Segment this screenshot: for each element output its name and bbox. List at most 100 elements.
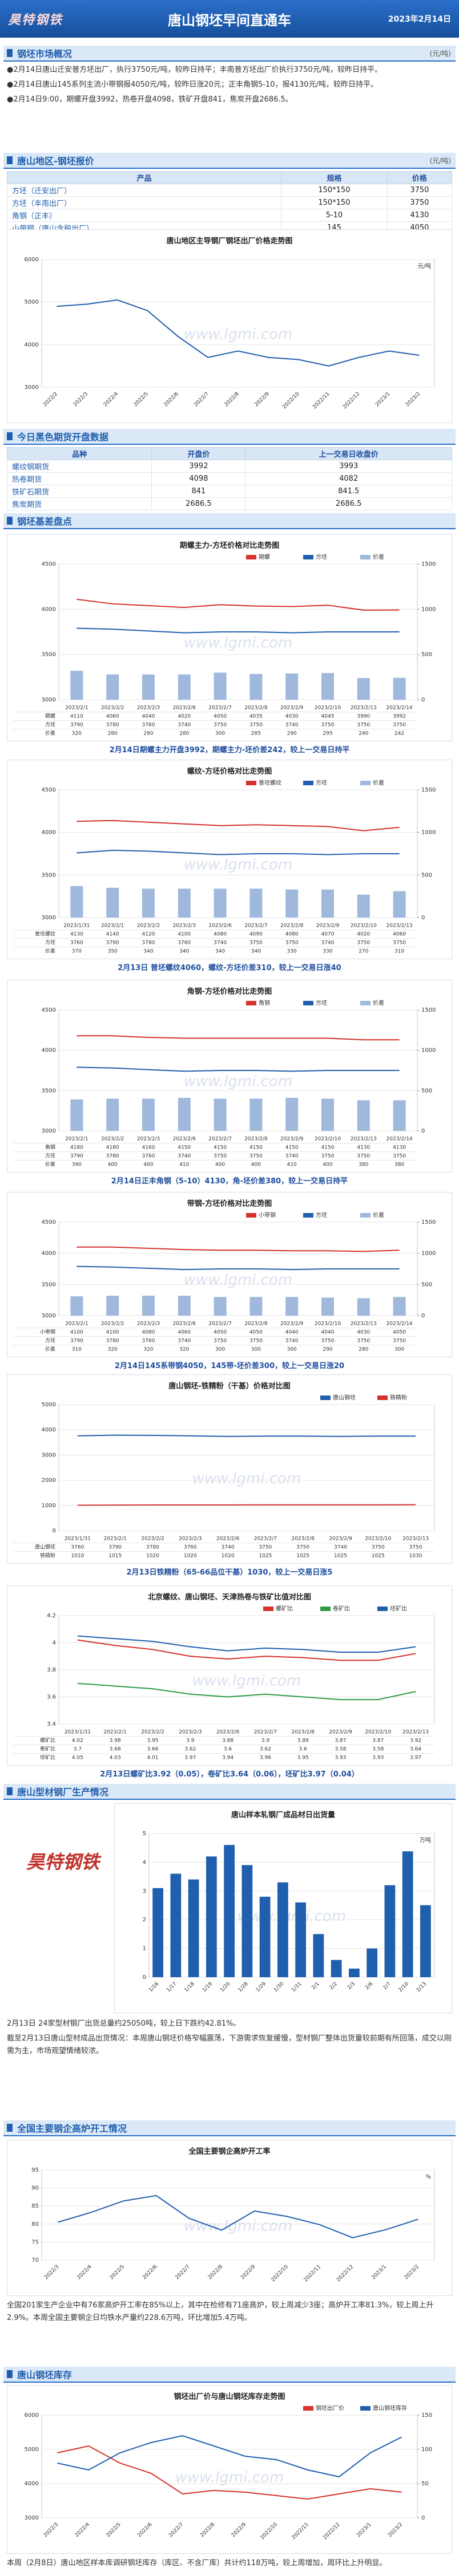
table-value: 4020 [357, 932, 370, 938]
legend-label: 方坯 [316, 1211, 327, 1219]
table-value: 4120 [142, 932, 155, 938]
bar [393, 678, 406, 700]
x-tick-label: 2022/12 [336, 2264, 355, 2283]
table-value: 310 [394, 949, 404, 955]
table-value: 300 [215, 1347, 225, 1353]
x-tick-label: 1/31 [291, 1981, 303, 1993]
table-date: 2023/2/2 [101, 1137, 124, 1142]
x-tick-label: 2022/8 [223, 391, 240, 408]
table-value: 3780 [106, 1154, 119, 1159]
y-tick-label: 4000 [25, 2481, 39, 2487]
table-cell: 150*150 [281, 184, 388, 197]
chart: www.lgmi.com角钢-方坯价格对比走势图3000350040004500… [7, 980, 452, 1173]
table-value: 1025 [372, 1553, 385, 1559]
table-date: 2023/2/7 [254, 1730, 277, 1735]
table-value: 3750 [249, 723, 263, 728]
table-value: 4050 [214, 714, 227, 720]
y2-tick-label: 150 [421, 2412, 432, 2419]
legend-swatch [246, 1001, 256, 1005]
x-tick-label: 1/19 [202, 1981, 214, 1994]
table-value: 3740 [178, 1338, 191, 1344]
y2-tick-label: 500 [421, 1281, 432, 1288]
table-value: 3750 [393, 723, 406, 728]
table-cell: 4098 [151, 472, 246, 485]
table-value: 1025 [334, 1553, 347, 1559]
x-tick-label: 2022/6 [163, 391, 180, 408]
x-tick-label: 2022/10 [270, 2264, 289, 2283]
bar [249, 674, 263, 700]
y-tick-label: 3000 [42, 1128, 56, 1134]
legend-swatch [360, 1213, 371, 1218]
table-date: 2023/2/6 [173, 1321, 196, 1327]
table-cell: 4082 [245, 472, 452, 485]
y-tick-label: 3000 [42, 1313, 56, 1319]
header-cell: 上一交易日收盘价 [245, 447, 452, 460]
table-value: 1025 [259, 1553, 272, 1559]
table-value: 285 [251, 731, 261, 737]
heading-text: 全国主要钢企高炉开工情况 [17, 2123, 127, 2134]
table-value: 4090 [249, 932, 263, 938]
table-row-label: 小带钢 [40, 1329, 55, 1336]
table-date: 2023/2/6 [173, 705, 196, 711]
x-tick-label: 1/16 [148, 1981, 160, 1994]
table-value: 4045 [321, 714, 335, 720]
table-value: 4030 [357, 1330, 370, 1336]
y-tick-label: 3500 [42, 1088, 56, 1094]
line [76, 627, 400, 634]
table-value: 4130 [70, 932, 83, 938]
table-value: 3760 [142, 1154, 155, 1159]
table-value: 4080 [142, 1330, 155, 1336]
legend-label: 方坯 [316, 999, 327, 1007]
section-heading: 唐山型材钢厂生产情况 [3, 1784, 456, 1800]
axis-unit: 元/吨 [418, 262, 431, 270]
text-line: ●2月14日9:00，期螺开盘3992，热卷开盘4098，铁矿开盘841，焦炭开… [7, 95, 293, 104]
bar [367, 1948, 377, 1977]
table-row: 角钢（正丰） 5-10 4130 [6, 209, 453, 222]
x-tick-label: 2022/7 [174, 2264, 191, 2281]
caption: 2月14日145系带钢4050，145带-坯价差300，较上一交易日涨20 [114, 1362, 345, 1370]
table-date: 2023/2/14 [386, 1137, 413, 1142]
table-value: 390 [72, 1162, 82, 1168]
bar [142, 674, 155, 700]
bar [214, 672, 227, 700]
bar [285, 889, 299, 918]
y2-tick-label: 100 [421, 2447, 432, 2453]
bar [321, 1297, 334, 1316]
table-value: 3.7 [74, 1747, 82, 1753]
table-value: 3760 [178, 940, 191, 946]
legend-swatch [377, 1607, 388, 1611]
table-value: 380 [394, 1162, 404, 1168]
table-value: 290 [323, 1347, 332, 1353]
table-value: 3.92 [410, 1738, 421, 1744]
y-tick-label: 3500 [42, 872, 56, 878]
table-value: 3750 [214, 1338, 227, 1344]
bar [321, 673, 334, 700]
table-row: 螺纹钢期货 3992 3993 [6, 460, 452, 473]
x-tick-label: 2022/5 [133, 391, 150, 408]
line [77, 1639, 416, 1661]
y-tick-label: 2 [143, 1917, 146, 1923]
bar [384, 1885, 396, 1977]
y2-tick-label: 500 [421, 872, 432, 878]
line [76, 1246, 400, 1252]
bar [70, 1296, 83, 1316]
legend-swatch [263, 1607, 273, 1611]
y-tick-label: 70 [31, 2257, 39, 2263]
table-date: 2023/2/1 [65, 1137, 88, 1142]
x-tick-label: 2022/5 [109, 2264, 126, 2281]
page-title: 唐山钢坯早间直通车 [168, 12, 291, 29]
table-cell: 5-10 [281, 209, 388, 222]
x-tick-label: 2022/12 [322, 2522, 341, 2541]
table-value: 3760 [142, 1338, 155, 1344]
x-tick-label: 2/1 [311, 1981, 320, 1991]
x-tick-label: 2022/8 [199, 2522, 216, 2539]
table-value: 3740 [285, 1338, 299, 1344]
table-value: 3750 [393, 940, 406, 946]
x-tick-label: 2/2 [329, 1981, 339, 1991]
line [57, 2445, 402, 2500]
x-tick-label: 2/7 [382, 1981, 392, 1991]
table-date: 2023/2/9 [280, 705, 304, 711]
table-value: 4040 [142, 714, 155, 720]
caption: 2月13日铁精粉（65-66品位干基）1030，较上一交易日涨5 [126, 1568, 333, 1577]
x-tick-label: 2022/4 [76, 2264, 93, 2281]
